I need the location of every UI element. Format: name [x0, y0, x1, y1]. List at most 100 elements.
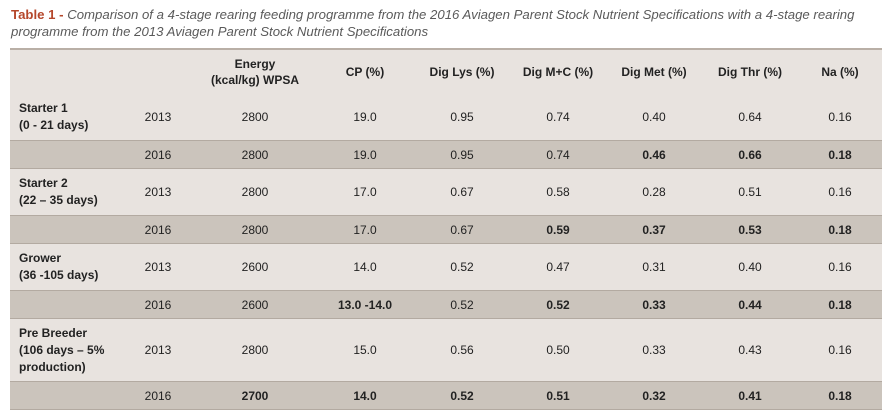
- table-row: 2016 2700 14.0 0.52 0.51 0.32 0.41 0.18: [10, 381, 882, 410]
- cell-dig-mc: 0.74: [510, 140, 606, 169]
- nutrient-table: Energy (kcal/kg) WPSA CP (%) Dig Lys (%) …: [10, 50, 882, 410]
- cell-na: 0.18: [798, 215, 882, 244]
- stage-name-empty: [10, 215, 122, 244]
- cell-na: 0.16: [828, 110, 852, 124]
- cell-year: 2013: [144, 260, 172, 274]
- cell-dig-lys: 0.52: [414, 381, 510, 410]
- cell-dig-mc: 0.58: [546, 185, 570, 199]
- cell-energy: 2600: [241, 260, 269, 274]
- cell-cp: 13.0 -14.0: [316, 290, 414, 319]
- table-caption: Table 1 - Comparison of a 4-stage rearin…: [11, 6, 886, 40]
- cell-year: 2016: [122, 381, 194, 410]
- header-stage: [10, 50, 122, 94]
- cell-dig-lys: 0.56: [450, 343, 474, 357]
- header-dig-met: Dig Met (%): [621, 65, 687, 79]
- cell-dig-lys: 0.95: [414, 140, 510, 169]
- cell-dig-lys: 0.52: [450, 260, 474, 274]
- cell-dig-met: 0.31: [642, 260, 666, 274]
- cell-dig-met: 0.32: [606, 381, 702, 410]
- cell-dig-mc: 0.59: [510, 215, 606, 244]
- cell-dig-thr: 0.66: [702, 140, 798, 169]
- cell-cp: 14.0: [353, 260, 377, 274]
- cell-dig-mc: 0.52: [510, 290, 606, 319]
- cell-dig-met: 0.33: [642, 343, 666, 357]
- header-energy: Energy (kcal/kg) WPSA: [194, 50, 316, 94]
- header-dig-thr: Dig Thr (%): [718, 65, 782, 79]
- header-cp: CP (%): [345, 65, 385, 79]
- table-row: Pre Breeder (106 days – 5% production) 201…: [10, 319, 882, 382]
- cell-na: 0.16: [828, 185, 852, 199]
- cell-cp: 19.0: [316, 140, 414, 169]
- cell-year: 2016: [122, 140, 194, 169]
- header-na: Na (%): [821, 65, 859, 79]
- cell-energy: 2800: [241, 110, 269, 124]
- cell-cp: 15.0: [353, 343, 377, 357]
- cell-energy: 2800: [194, 215, 316, 244]
- table-row: 2016 2800 17.0 0.67 0.59 0.37 0.53 0.18: [10, 215, 882, 244]
- header-year: [122, 50, 194, 94]
- cell-year: 2013: [144, 185, 172, 199]
- cell-dig-mc: 0.50: [546, 343, 570, 357]
- caption-text: Comparison of a 4-stage rearing feeding …: [11, 7, 855, 39]
- caption-label: Table 1 -: [11, 7, 64, 22]
- stage-name-line3: production): [19, 359, 86, 374]
- cell-energy: 2800: [241, 343, 269, 357]
- cell-year: 2013: [144, 343, 172, 357]
- stage-name-line2: (22 – 35 days): [19, 193, 98, 207]
- cell-energy: 2600: [194, 290, 316, 319]
- stage-name-line2: (36 -105 days): [19, 268, 99, 282]
- cell-na: 0.18: [798, 140, 882, 169]
- cell-dig-lys: 0.95: [450, 110, 474, 124]
- cell-energy: 2700: [194, 381, 316, 410]
- stage-name-line1: Grower: [19, 251, 62, 265]
- cell-dig-met: 0.40: [642, 110, 666, 124]
- cell-dig-lys: 0.52: [414, 290, 510, 319]
- stage-name: Starter 1 (0 - 21 days): [10, 94, 122, 141]
- cell-na: 0.18: [798, 290, 882, 319]
- cell-dig-thr: 0.53: [702, 215, 798, 244]
- cell-na: 0.18: [798, 381, 882, 410]
- stage-name-line1: Starter 2: [19, 176, 68, 190]
- cell-cp: 19.0: [353, 110, 377, 124]
- stage-name-line2: (0 - 21 days): [19, 118, 89, 132]
- cell-dig-mc: 0.51: [510, 381, 606, 410]
- cell-na: 0.16: [828, 343, 852, 357]
- cell-energy: 2800: [194, 140, 316, 169]
- cell-dig-lys: 0.67: [450, 185, 474, 199]
- table-row: Starter 2 (22 – 35 days) 2013 2800 17.0 0…: [10, 169, 882, 216]
- table-row: 2016 2800 19.0 0.95 0.74 0.46 0.66 0.18: [10, 140, 882, 169]
- cell-dig-met: 0.28: [642, 185, 666, 199]
- stage-name-empty: [10, 290, 122, 319]
- stage-name: Pre Breeder (106 days – 5% production): [10, 319, 122, 382]
- cell-dig-thr: 0.43: [738, 343, 762, 357]
- cell-dig-met: 0.37: [606, 215, 702, 244]
- cell-dig-thr: 0.41: [702, 381, 798, 410]
- cell-dig-lys: 0.67: [414, 215, 510, 244]
- table-row: Grower (36 -105 days) 2013 2600 14.0 0.52…: [10, 244, 882, 291]
- cell-energy: 2800: [241, 185, 269, 199]
- cell-year: 2016: [122, 290, 194, 319]
- cell-cp: 17.0: [316, 215, 414, 244]
- table-row: Starter 1 (0 - 21 days) 2013 2800 19.0 0.…: [10, 94, 882, 141]
- stage-name-line1: Pre Breeder: [19, 325, 88, 340]
- header-energy-line1: Energy: [234, 57, 276, 71]
- nutrient-table-container: Energy (kcal/kg) WPSA CP (%) Dig Lys (%) …: [10, 48, 882, 410]
- cell-na: 0.16: [828, 260, 852, 274]
- table-header-row: Energy (kcal/kg) WPSA CP (%) Dig Lys (%) …: [10, 50, 882, 94]
- stage-name: Starter 2 (22 – 35 days): [10, 169, 122, 216]
- cell-dig-met: 0.33: [606, 290, 702, 319]
- header-dig-lys: Dig Lys (%): [429, 65, 495, 79]
- cell-year: 2013: [144, 110, 172, 124]
- cell-dig-thr: 0.40: [738, 260, 762, 274]
- cell-cp: 17.0: [353, 185, 377, 199]
- stage-name-line2: (106 days – 5%: [19, 342, 105, 357]
- cell-dig-mc: 0.74: [546, 110, 570, 124]
- cell-dig-thr: 0.64: [738, 110, 762, 124]
- cell-year: 2016: [122, 215, 194, 244]
- table-row: 2016 2600 13.0 -14.0 0.52 0.52 0.33 0.44…: [10, 290, 882, 319]
- cell-dig-thr: 0.44: [702, 290, 798, 319]
- header-energy-line2: (kcal/kg) WPSA: [210, 73, 300, 87]
- stage-name-line1: Starter 1: [19, 101, 68, 115]
- header-dig-mc: Dig M+C (%): [522, 65, 594, 79]
- stage-name: Grower (36 -105 days): [10, 244, 122, 291]
